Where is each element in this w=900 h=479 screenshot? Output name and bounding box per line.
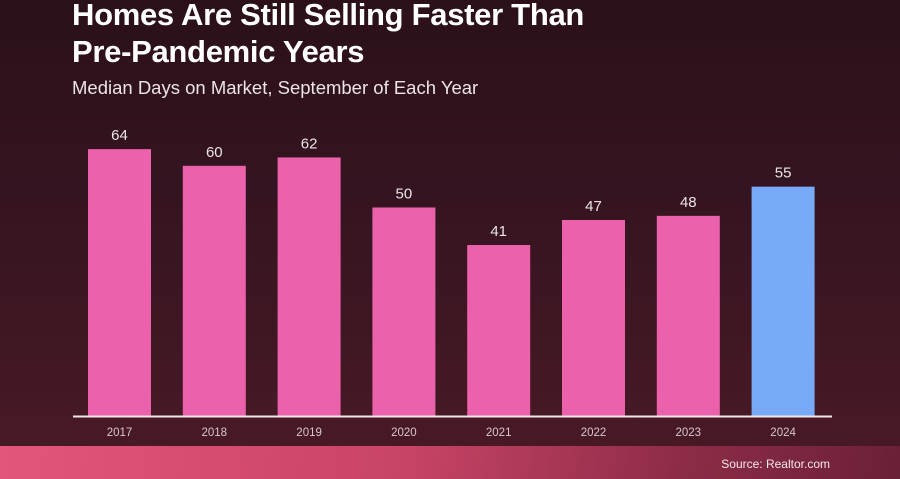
x-tick-label-2022: 2022 — [581, 427, 607, 439]
data-label-2021: 41 — [490, 223, 507, 240]
x-tick-label-2023: 2023 — [676, 427, 702, 439]
bar-2018 — [182, 165, 246, 416]
chart-title-line-1: Homes Are Still Selling Faster Than — [72, 0, 585, 32]
bar-2020 — [372, 207, 436, 416]
chart-title-line-2: Pre-Pandemic Years — [72, 34, 365, 69]
x-tick-label-2021: 2021 — [486, 427, 512, 439]
x-tick-label-2019: 2019 — [296, 427, 322, 439]
bar-chart: 64 2017 60 2018 62 2019 50 2020 41 2021 47 2022 48 20… — [73, 127, 832, 439]
chart-title: Homes Are Still Selling Faster Than Pre-… — [72, 0, 584, 70]
x-tick-label-2017: 2017 — [107, 427, 133, 439]
chart-subtitle: Median Days on Market, September of Each… — [72, 77, 479, 98]
bar-2022 — [562, 220, 625, 416]
data-label-2022: 47 — [585, 198, 602, 215]
data-label-2017: 64 — [111, 127, 128, 144]
data-label-2024: 55 — [775, 165, 792, 182]
bar-2023 — [656, 215, 720, 416]
bar-2024 — [751, 186, 815, 416]
data-label-2018: 60 — [206, 144, 223, 161]
x-tick-label-2020: 2020 — [391, 427, 417, 439]
x-tick-label-2018: 2018 — [202, 427, 228, 439]
data-label-2020: 50 — [396, 186, 413, 203]
data-label-2023: 48 — [680, 194, 697, 211]
bar-2021 — [467, 245, 531, 416]
data-label-2019: 62 — [301, 135, 318, 152]
source-note: Source: Realtor.com — [721, 457, 830, 471]
bar-2019 — [277, 157, 341, 416]
footer-band: Source: Realtor.com — [0, 446, 900, 479]
bar-2017 — [88, 149, 151, 416]
x-tick-label-2024: 2024 — [770, 427, 796, 439]
